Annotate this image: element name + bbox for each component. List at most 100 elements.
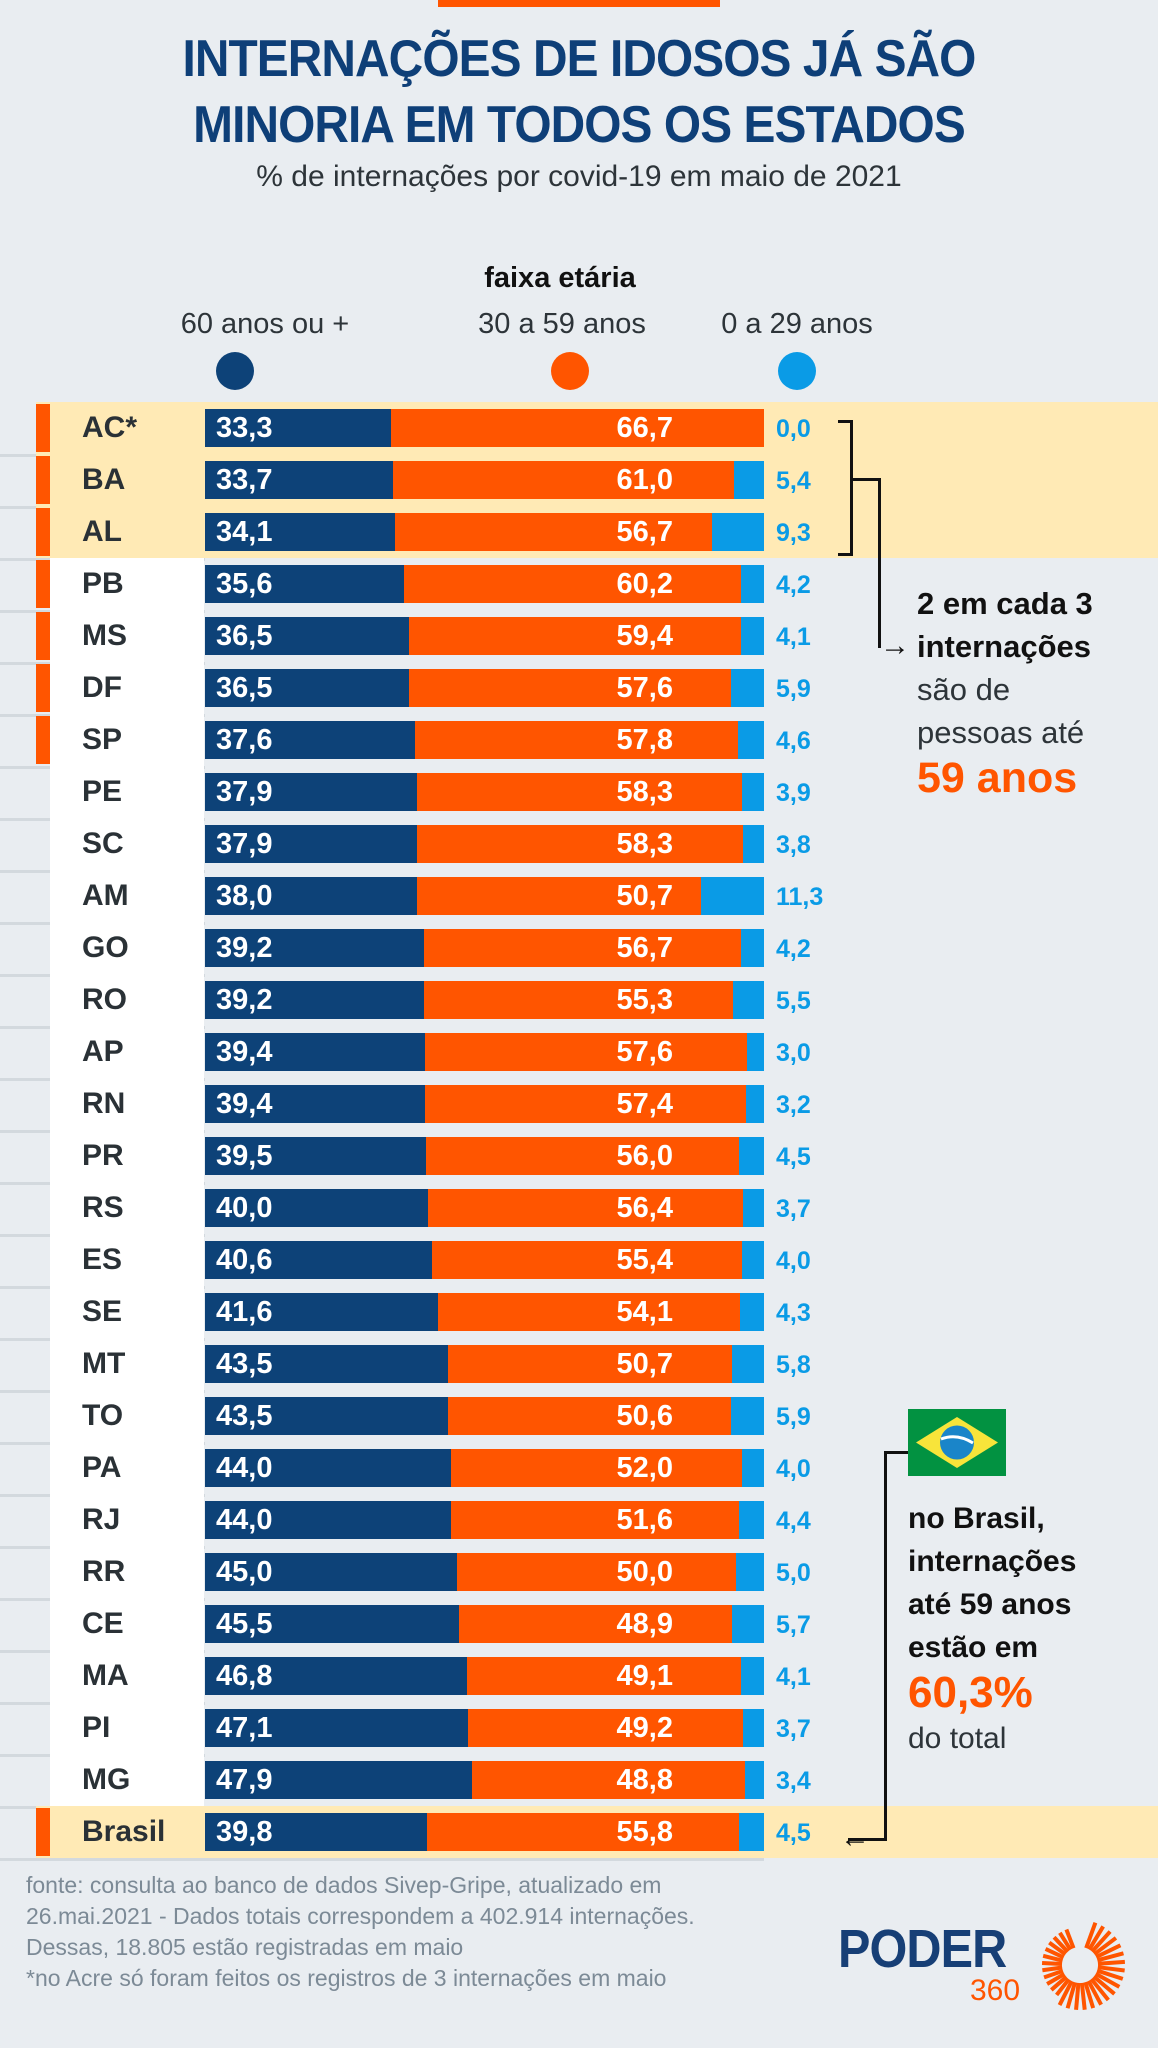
category-label: ES (82, 1243, 123, 1276)
chart-row: SP 37,6 57,8 4,6 (0, 714, 1158, 769)
data-label-0-29: 4,3 (776, 1299, 811, 1327)
data-label-60-plus: 39,5 (216, 1140, 273, 1172)
bar-segment-30-59 (472, 1761, 745, 1799)
category-label: MT (82, 1347, 126, 1380)
data-label-60-plus: 37,6 (216, 724, 273, 756)
chart-row: BA 33,7 61,0 5,4 (0, 454, 1158, 509)
bar-segment-60-plus (205, 1345, 449, 1383)
row-label-cell (50, 714, 204, 766)
chart-row: PB 35,6 60,2 4,2 (0, 558, 1158, 613)
sunburst-ray (1044, 1947, 1065, 1960)
bar-segment-0-29 (741, 1241, 764, 1279)
bar-segment-0-29 (733, 461, 764, 499)
bracket-top-three (838, 420, 853, 556)
data-label-0-29: 5,0 (776, 1559, 811, 1587)
bar-segment-30-59 (425, 1137, 739, 1175)
row-label-cell (50, 1702, 204, 1754)
data-label-60-plus: 36,5 (216, 672, 273, 704)
data-label-0-29: 4,6 (776, 727, 811, 755)
data-label-30-59: 61,0 (616, 464, 673, 496)
bar-segment-60-plus (205, 409, 392, 447)
sunburst-ray (1092, 1975, 1116, 1996)
data-label-30-59: 50,7 (616, 880, 673, 912)
chart-row: TO 43,5 50,6 5,9 (0, 1390, 1158, 1445)
bar-segment-60-plus (205, 1553, 457, 1591)
bar-segment-0-29 (745, 1761, 764, 1799)
bar-segment-30-59 (409, 617, 742, 655)
category-label: MA (82, 1659, 129, 1692)
legend-label-30-59: 30 a 59 anos (478, 308, 646, 340)
row-label-cell (50, 1026, 204, 1078)
bar-segment-30-59 (424, 981, 734, 1019)
sunburst-ray (1052, 1935, 1070, 1954)
category-label: AM (82, 879, 129, 912)
data-label-0-29: 3,0 (776, 1039, 811, 1067)
bar-segment-60-plus (205, 929, 424, 967)
row-label-cell (50, 766, 204, 818)
row-label-cell (50, 818, 204, 870)
data-label-60-plus: 47,9 (216, 1764, 273, 1796)
bar-segment-60-plus (205, 1189, 429, 1227)
data-label-0-29: 4,1 (776, 623, 811, 651)
bar-segment-60-plus (205, 1709, 469, 1747)
callout-line: estão em (908, 1631, 1039, 1664)
brazil-flag-icon (908, 1409, 1006, 1476)
bar-segment-60-plus (205, 1761, 473, 1799)
row-label-cell (50, 1390, 204, 1442)
bar-segment-0-29 (738, 1813, 764, 1851)
category-label: RJ (82, 1503, 121, 1536)
chart-row: MS 36,5 59,4 4,1 (0, 610, 1158, 665)
data-label-30-59: 55,4 (616, 1244, 673, 1276)
category-label: MS (82, 619, 127, 652)
bar-segment-0-29 (731, 1345, 764, 1383)
bar-segment-60-plus (205, 513, 396, 551)
bar-segment-30-59 (425, 1085, 747, 1123)
chart-row: AP 39,4 57,6 3,0 (0, 1026, 1158, 1081)
logo-wordmark: PODER (838, 1919, 1007, 1979)
data-label-30-59: 66,7 (616, 412, 673, 444)
sunburst-ray (1055, 1977, 1071, 1997)
data-label-0-29: 4,5 (776, 1143, 811, 1171)
sunburst-ray (1079, 1982, 1087, 2010)
bar-segment-60-plus (205, 1397, 449, 1435)
bar-segment-60-plus (205, 1449, 451, 1487)
sunburst-ray (1058, 1931, 1073, 1951)
footer-line: 26.mai.2021 - Dados totais correspondem … (26, 1903, 695, 1929)
data-label-30-59: 54,1 (616, 1296, 673, 1328)
category-label: AL (82, 515, 122, 548)
sunburst-ray (1094, 1971, 1121, 1989)
chart-row: PR 39,5 56,0 4,5 (0, 1130, 1158, 1185)
bar-segment-60-plus (205, 1813, 428, 1851)
data-label-60-plus: 35,6 (216, 568, 273, 600)
data-label-30-59: 56,4 (616, 1192, 673, 1224)
sunburst-ray (1065, 1981, 1077, 2009)
data-label-60-plus: 45,5 (216, 1608, 273, 1640)
row-label-cell (50, 454, 204, 506)
bar-segment-0-29 (700, 877, 764, 915)
bar-segment-30-59 (423, 929, 741, 967)
bar-segment-60-plus (205, 773, 417, 811)
callout-highlight: 60,3% (908, 1668, 1033, 1717)
chart-row: RN 39,4 57,4 3,2 (0, 1078, 1158, 1133)
data-label-60-plus: 43,5 (216, 1400, 273, 1432)
category-label: BA (82, 463, 126, 496)
data-label-60-plus: 36,5 (216, 620, 273, 652)
row-marker (36, 560, 50, 608)
chart-row: AL 34,1 56,7 9,3 (0, 506, 1158, 561)
category-label: SE (82, 1295, 123, 1328)
row-label-cell (50, 1754, 204, 1806)
legend-dot-60-plus-icon (216, 352, 254, 390)
bar-segment-30-59 (425, 1033, 748, 1071)
data-label-0-29: 3,2 (776, 1091, 811, 1119)
chart-row: DF 36,5 57,6 5,9 (0, 662, 1158, 717)
row-label-cell (50, 1494, 204, 1546)
sunburst-ray (1089, 1977, 1110, 2002)
bar-segment-60-plus (205, 721, 416, 759)
row-label-cell (50, 610, 204, 662)
bar-segment-30-59 (417, 877, 701, 915)
data-label-30-59: 55,8 (616, 1816, 673, 1848)
bar-segment-0-29 (742, 773, 764, 811)
legend-dot-0-29-icon (778, 352, 816, 390)
bar-segment-0-29 (743, 1189, 764, 1227)
connector-line (850, 478, 880, 481)
